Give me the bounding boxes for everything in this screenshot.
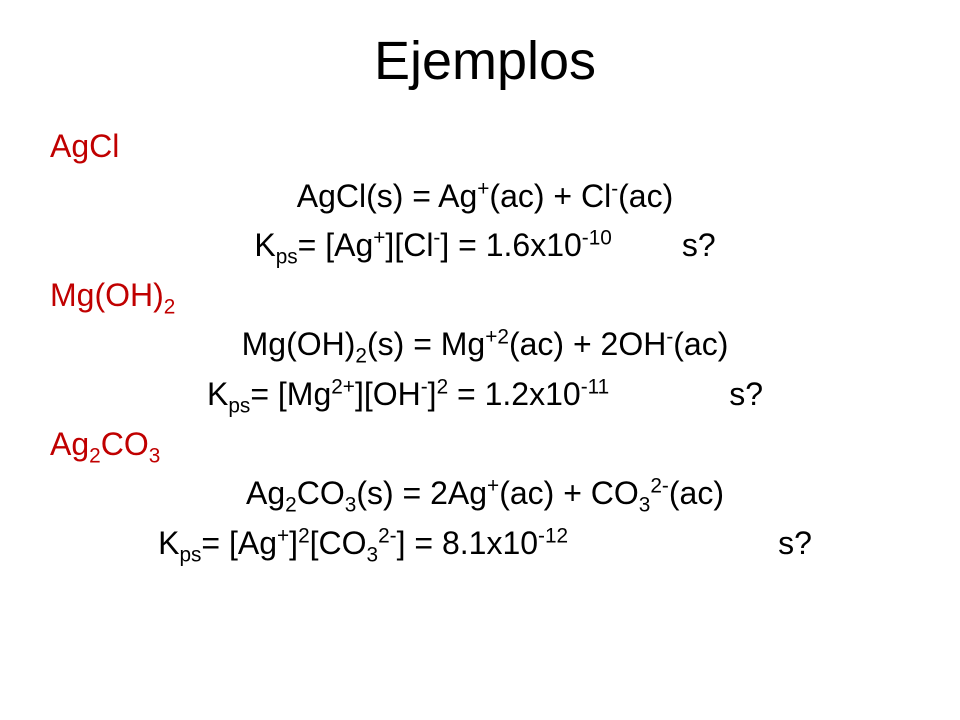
compound-label-3: Ag2CO3: [50, 420, 920, 470]
equation-3: Ag2CO3(s) = 2Ag+(ac) + CO32-(ac): [50, 469, 920, 519]
ksp-3: Kps= [Ag+]2[CO32-] = 8.1x10-12s?: [50, 519, 920, 569]
slide: Ejemplos AgCl AgCl(s) = Ag+(ac) + Cl-(ac…: [0, 0, 960, 568]
slide-content: AgCl AgCl(s) = Ag+(ac) + Cl-(ac) Kps= [A…: [50, 122, 920, 568]
ksp-2: Kps= [Mg2+][OH-]2 = 1.2x10-11s?: [50, 370, 920, 420]
compound-label-1: AgCl: [50, 122, 920, 172]
equation-1: AgCl(s) = Ag+(ac) + Cl-(ac): [50, 172, 920, 222]
ksp-1: Kps= [Ag+][Cl-] = 1.6x10-10s?: [50, 221, 920, 271]
equation-2: Mg(OH)2(s) = Mg+2(ac) + 2OH-(ac): [50, 320, 920, 370]
compound-label-2: Mg(OH)2: [50, 271, 920, 321]
slide-title: Ejemplos: [50, 30, 920, 92]
